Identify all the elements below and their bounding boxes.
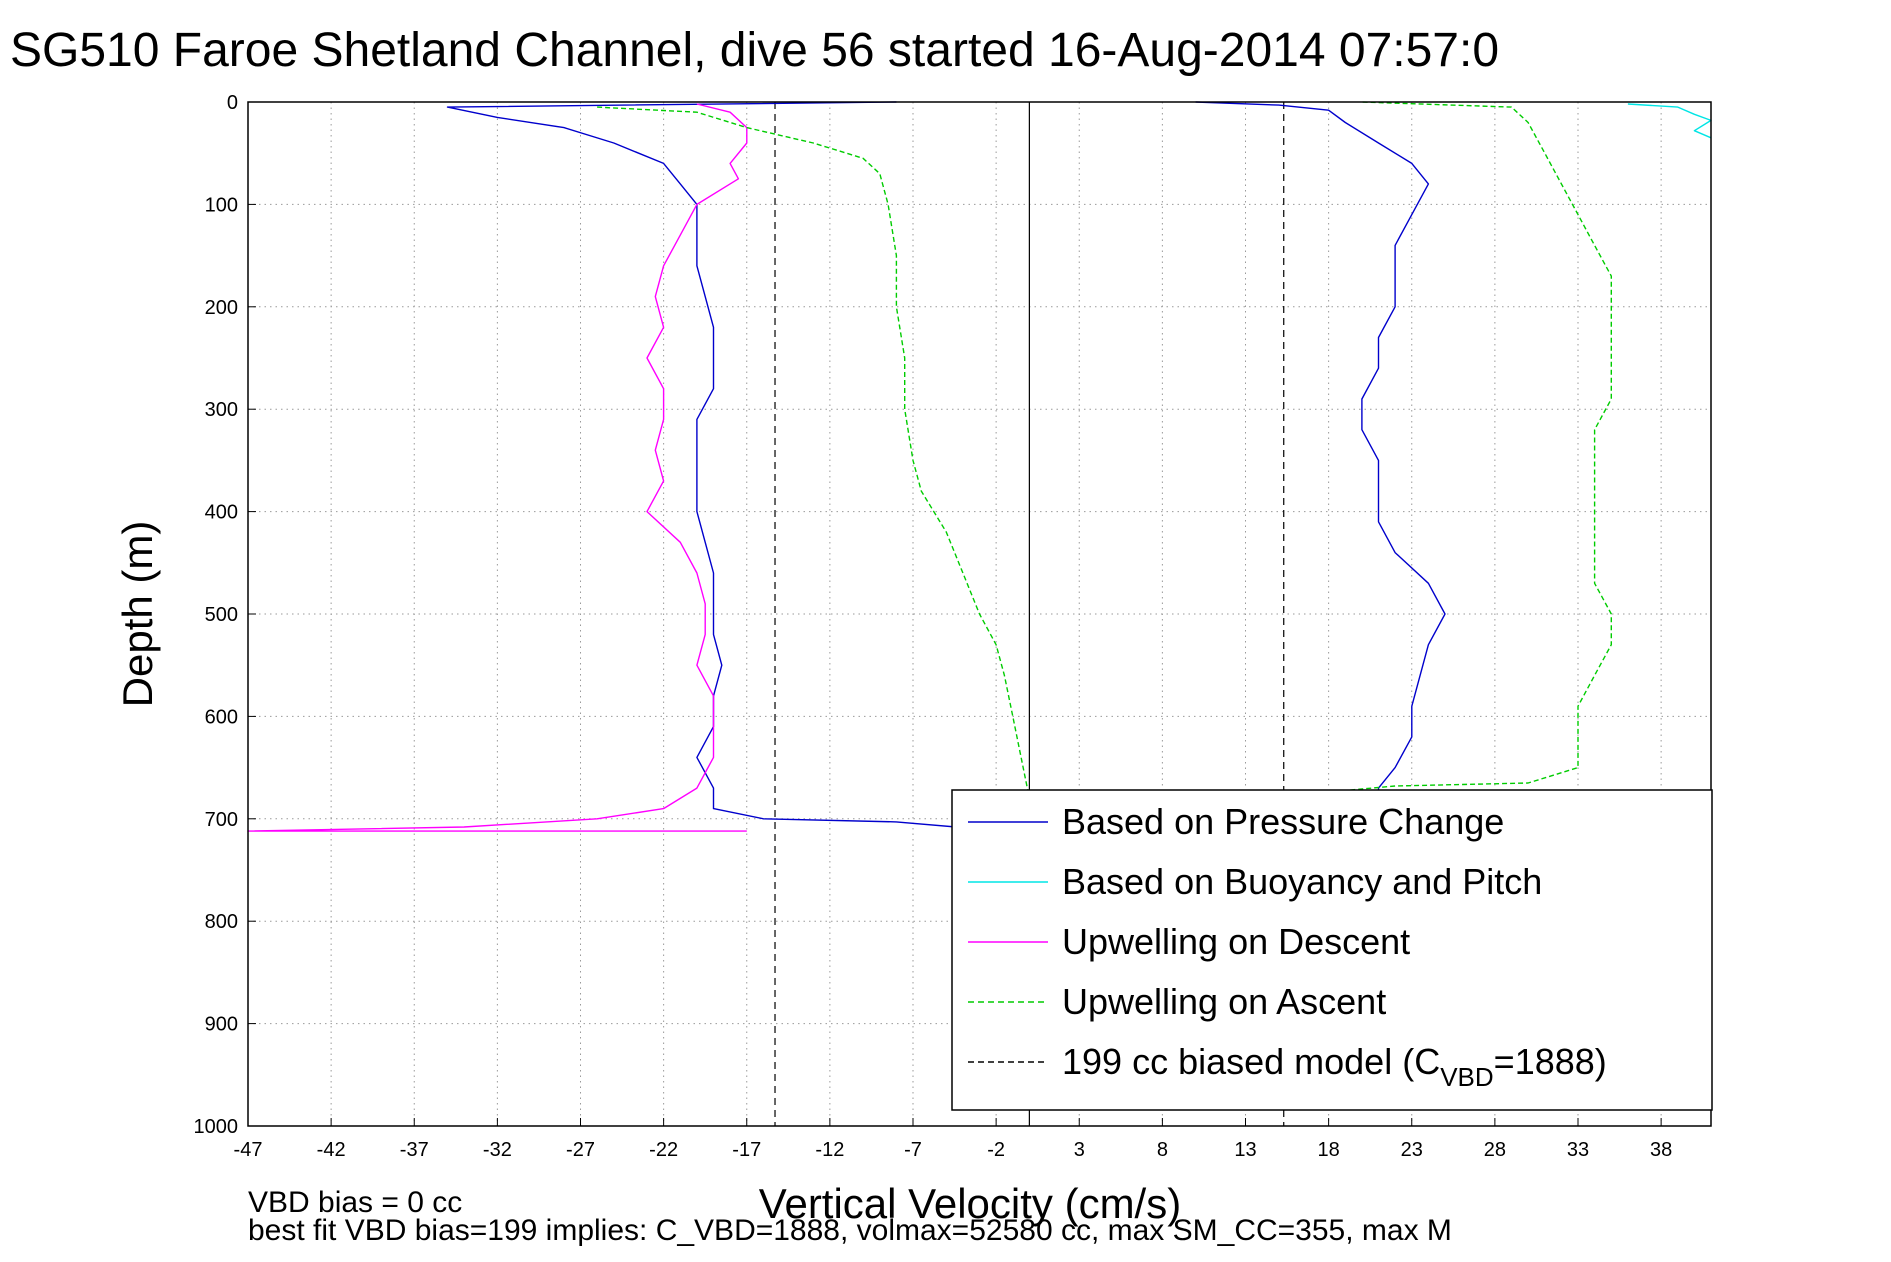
series-line-4 [597, 101, 1612, 820]
y-axis-label: Depth (m) [114, 521, 161, 708]
x-tick-label: -27 [566, 1139, 595, 1161]
x-tick-label: 38 [1650, 1139, 1672, 1161]
series-line-2 [1627, 103, 1712, 139]
legend-box [951, 789, 1713, 1111]
y-tick-label: 700 [205, 809, 238, 831]
series-line-3 [247, 103, 748, 832]
y-tick-label: 300 [205, 399, 238, 421]
x-tick-label: -7 [904, 1139, 922, 1161]
y-tick-label: 1000 [194, 1116, 239, 1138]
note-bias: VBD bias = 0 cc [248, 1186, 462, 1219]
x-tick-label: -12 [815, 1139, 844, 1161]
legend-label-4: Upwelling on Ascent [1062, 981, 1386, 1022]
x-tick-label: 13 [1234, 1139, 1256, 1161]
y-tick-label: 0 [227, 92, 238, 114]
y-tick-label: 600 [205, 706, 238, 728]
x-tick-label: 3 [1074, 1139, 1085, 1161]
x-tick-labels: -47 -42 -37 -32 -27 -22 -17 -12 -7 -2 3 8 13 18 23 28 33… [234, 1118, 1672, 1161]
y-tick-labels: 0 100 200 300 400 500 600 700 800 900 1000 [194, 92, 256, 1138]
y-tick-label: 800 [205, 911, 238, 933]
x-tick-label: 23 [1401, 1139, 1423, 1161]
x-tick-label: 28 [1484, 1139, 1506, 1161]
x-tick-label: -2 [987, 1139, 1005, 1161]
x-tick-label: -17 [732, 1139, 761, 1161]
y-tick-label: 200 [205, 297, 238, 319]
x-tick-label: -47 [234, 1139, 263, 1161]
chart-title: SG510 Faroe Shetland Channel, dive 56 st… [10, 24, 1499, 77]
series-line-1 [446, 101, 1446, 832]
x-tick-label: -22 [649, 1139, 678, 1161]
y-tick-label: 400 [205, 502, 238, 524]
x-tick-label: 33 [1567, 1139, 1589, 1161]
legend-label-1: Based on Pressure Change [1062, 801, 1504, 842]
legend-label-2: Based on Buoyancy and Pitch [1062, 861, 1542, 902]
series-layer [247, 101, 1712, 832]
y-tick-label: 500 [205, 604, 238, 626]
x-axis-label: Vertical Velocity (cm/s) [759, 1180, 1181, 1227]
x-tick-label: 8 [1157, 1139, 1168, 1161]
x-tick-label: 18 [1318, 1139, 1340, 1161]
x-tick-label: -37 [400, 1139, 429, 1161]
note-best-fit: best fit VBD bias=199 implies: C_VBD=188… [248, 1214, 1452, 1247]
y-tick-label: 900 [205, 1014, 238, 1036]
legend: Based on Pressure Change Based on Buoyanc… [951, 789, 1713, 1111]
legend-label-3: Upwelling on Descent [1062, 921, 1410, 962]
y-tick-label: 100 [205, 194, 238, 216]
x-tick-label: -42 [317, 1139, 346, 1161]
x-tick-label: -32 [483, 1139, 512, 1161]
